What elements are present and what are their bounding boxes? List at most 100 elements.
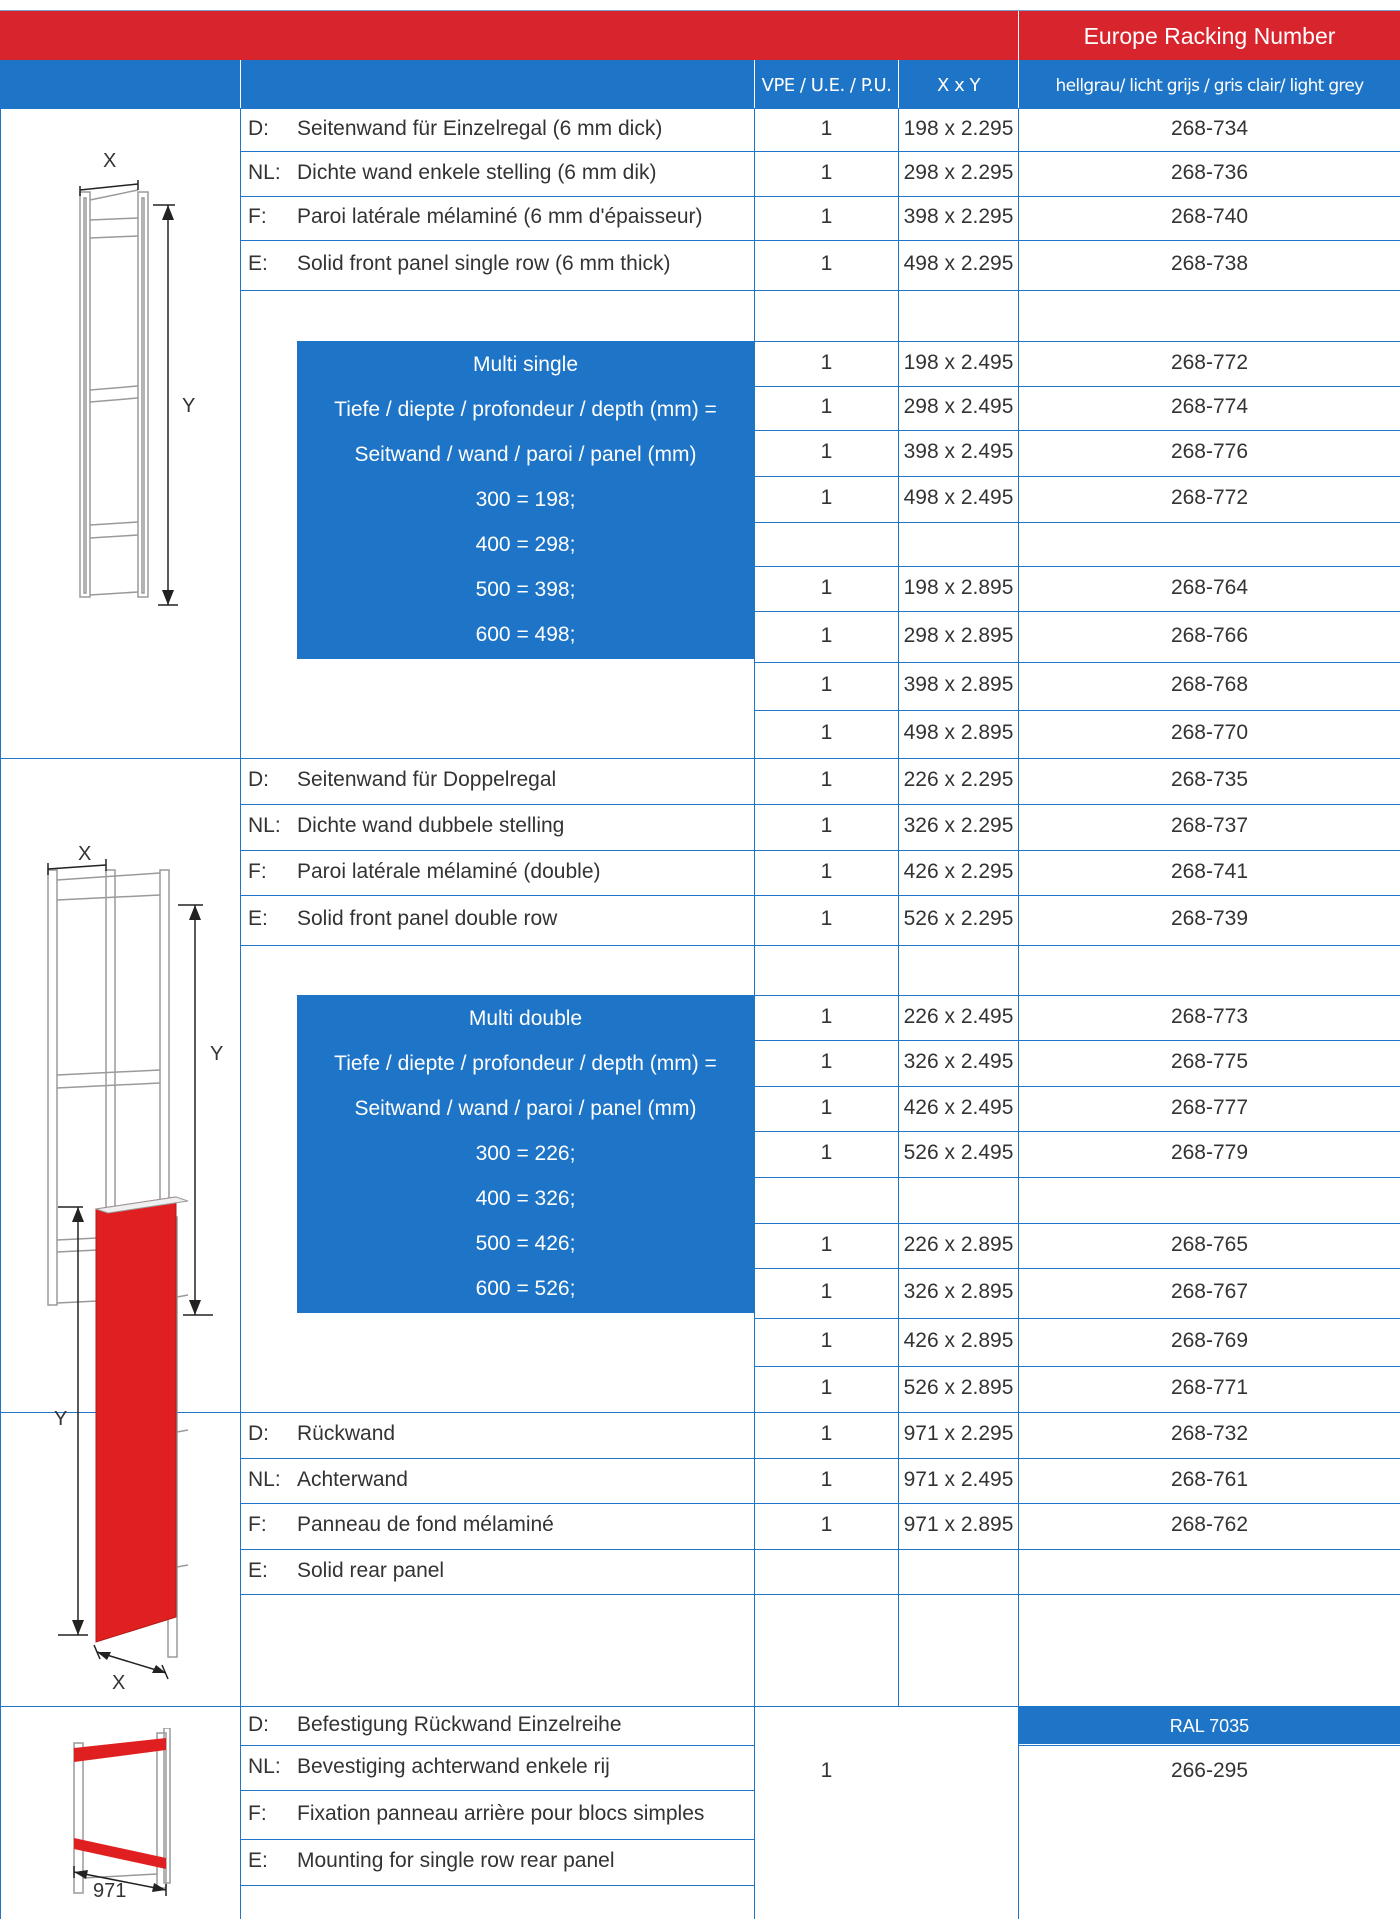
language-code: E: [248, 907, 268, 930]
grid-hline [240, 1745, 754, 1746]
dimension-value: 198 x 2.495 [903, 351, 1014, 374]
grid-hline [240, 1458, 1400, 1459]
vpe-value: 1 [820, 440, 833, 463]
grid-hline [240, 850, 1400, 851]
article-number: 268-769 [1170, 1329, 1249, 1352]
vpe-value: 1 [820, 576, 833, 599]
vpe-value: 1 [820, 1096, 833, 1119]
language-code: F: [248, 205, 267, 228]
article-number: 268-766 [1170, 624, 1249, 647]
grid-hline [754, 1223, 1400, 1224]
grid-hline [754, 611, 1400, 612]
language-code: E: [248, 1849, 268, 1872]
double-dim-y: Y [210, 1043, 224, 1065]
multi-line: Seitwand / wand / paroi / panel (mm) [354, 443, 697, 466]
dimension-value: 226 x 2.495 [903, 1005, 1014, 1028]
grid-hline [754, 566, 1400, 567]
section-divider [0, 758, 1400, 759]
grid-hline [240, 290, 1400, 291]
section-divider [0, 1412, 1400, 1413]
dimension-value: 426 x 2.495 [903, 1096, 1014, 1119]
single-dim-y: Y [182, 395, 196, 417]
vpe-value: 1 [820, 768, 833, 791]
vpe-value: 1 [820, 721, 833, 744]
grid-hline [754, 430, 1400, 431]
vpe-value: 1 [820, 351, 833, 374]
description-text: Mounting for single row rear panel [297, 1849, 615, 1872]
dimension-value: 426 x 2.895 [903, 1329, 1014, 1352]
grid-vline [754, 1706, 755, 1919]
vpe-value: 1 [820, 117, 833, 140]
dimension-value: 298 x 2.495 [903, 395, 1014, 418]
description-text: Bevestiging achterwand enkele rij [297, 1755, 610, 1778]
grid-hline [754, 710, 1400, 711]
dimension-value: 226 x 2.295 [903, 768, 1014, 791]
article-number: 268-741 [1170, 860, 1249, 883]
dimension-value: 426 x 2.295 [903, 860, 1014, 883]
top-bar: Europe Racking Number [0, 10, 1400, 61]
multi-line: 500 = 398; [475, 578, 576, 601]
article-number: 268-736 [1170, 161, 1249, 184]
article-number: 268-768 [1170, 673, 1249, 696]
vpe-value: 1 [820, 1376, 833, 1399]
grid-hline [1018, 1745, 1400, 1746]
article-number: 268-770 [1170, 721, 1249, 744]
multi-line: 600 = 498; [475, 623, 576, 646]
grid-vline [898, 1412, 899, 1706]
description-text: Dichte wand enkele stelling (6 mm dik) [297, 161, 657, 184]
description-text: Solid front panel double row [297, 907, 558, 930]
multi-line: Seitwand / wand / paroi / panel (mm) [354, 1097, 697, 1120]
rear-dim-y: Y [54, 1408, 68, 1430]
language-code: NL: [248, 161, 281, 184]
grid-hline [240, 196, 1400, 197]
article-number: 268-772 [1170, 351, 1249, 374]
grid-hline [754, 1318, 1400, 1319]
multi-line: 400 = 298; [475, 533, 576, 556]
dimension-value: 326 x 2.895 [903, 1280, 1014, 1303]
dimension-value: 398 x 2.895 [903, 673, 1014, 696]
vpe-value: 1 [820, 395, 833, 418]
language-code: NL: [248, 1468, 281, 1491]
language-code: E: [248, 1559, 268, 1582]
grid-vline [898, 108, 899, 758]
multi-double-box: Multi double Tiefe / diepte / profondeur… [297, 995, 754, 1313]
grid-vline [240, 1412, 241, 1706]
grid-hline [240, 1885, 754, 1886]
article-number: 268-767 [1170, 1280, 1249, 1303]
description-text: Solid rear panel [297, 1559, 445, 1582]
description-text: Befestigung Rückwand Einzelreihe [297, 1713, 622, 1736]
grid-vline [1018, 1412, 1019, 1706]
description-text: Panneau de fond mélaminé [297, 1513, 554, 1536]
section-divider [0, 108, 1400, 109]
article-number: 268-732 [1170, 1422, 1249, 1445]
description-text: Seitenwand für Doppelregal [297, 768, 557, 791]
mounting-dim: 971 [93, 1880, 127, 1902]
grid-vline [240, 108, 241, 758]
rear-panel-drawing [58, 1196, 189, 1680]
language-code: F: [248, 1513, 267, 1536]
vpe-value: 1 [820, 1513, 833, 1536]
article-number: 268-738 [1170, 252, 1249, 275]
header-color: hellgrau/ licht grijs / gris clair/ ligh… [1018, 60, 1400, 108]
mounting-number: 266-295 [1170, 1759, 1249, 1782]
grid-hline [240, 1549, 1400, 1550]
dimension-value: 526 x 2.495 [903, 1141, 1014, 1164]
dimension-value: 398 x 2.295 [903, 205, 1014, 228]
dimension-value: 198 x 2.295 [903, 117, 1014, 140]
grid-hline [240, 1594, 1400, 1595]
article-number: 268-779 [1170, 1141, 1249, 1164]
grid-vline [1018, 1706, 1019, 1919]
vpe-value: 1 [820, 907, 833, 930]
vpe-value: 1 [820, 1005, 833, 1028]
article-number: 268-761 [1170, 1468, 1249, 1491]
grid-hline [240, 945, 1400, 946]
grid-hline [240, 1839, 754, 1840]
dimension-value: 326 x 2.295 [903, 814, 1014, 837]
grid-vline [754, 1412, 755, 1706]
dimension-value: 226 x 2.895 [903, 1233, 1014, 1256]
article-number: 268-735 [1170, 768, 1249, 791]
grid-vline [754, 758, 755, 1412]
article-number: 268-775 [1170, 1050, 1249, 1073]
description-text: Paroi latérale mélaminé (6 mm d'épaisseu… [297, 205, 703, 228]
